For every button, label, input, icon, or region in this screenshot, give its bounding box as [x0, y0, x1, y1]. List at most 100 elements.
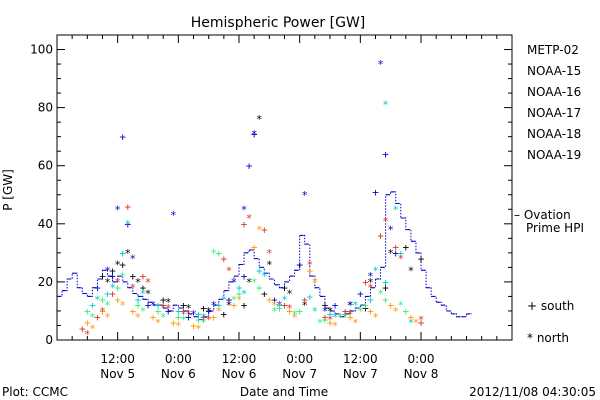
data-point-north: *	[246, 212, 253, 225]
data-point-south: +	[362, 302, 369, 315]
data-point-south: +	[342, 308, 349, 321]
data-point-south: +	[382, 293, 389, 306]
data-point-south: +	[377, 229, 384, 242]
x-tick-label-date: Nov 8	[404, 367, 439, 381]
data-point-south: +	[109, 264, 116, 277]
data-point-north: *	[104, 299, 111, 312]
data-point-south: +	[251, 241, 258, 254]
data-point-south: +	[286, 305, 293, 318]
data-point-north: *	[185, 302, 192, 315]
data-point-south: +	[215, 247, 222, 260]
y-tick-label: 80	[38, 101, 53, 115]
data-point-south: +	[99, 293, 106, 306]
data-point-south: +	[130, 270, 137, 283]
data-point-north: *	[160, 311, 167, 324]
data-point-north: *	[352, 299, 359, 312]
data-point-south: +	[79, 322, 86, 335]
data-point-south: +	[226, 293, 233, 306]
data-point-north: *	[160, 302, 167, 315]
data-point-south: +	[327, 308, 334, 321]
data-point-north: *	[347, 299, 354, 312]
chart-title: Hemispheric Power [GW]	[191, 15, 366, 31]
legend-series-entry: METP-02	[527, 43, 579, 57]
data-point-south: +	[84, 305, 91, 318]
x-tick-label-date: Nov 5	[100, 367, 135, 381]
data-point-south: +	[170, 317, 177, 330]
x-tick-label-time: 0:00	[408, 352, 435, 366]
data-point-north: *	[397, 299, 404, 312]
data-point-south: +	[296, 305, 303, 318]
data-point-north: *	[276, 299, 283, 312]
data-point-north: *	[170, 209, 177, 222]
data-point-north: *	[397, 253, 404, 266]
data-point-north: *	[377, 58, 384, 71]
data-point-south: +	[387, 299, 394, 312]
data-point-north: *	[256, 224, 263, 237]
data-point-south: +	[94, 311, 101, 324]
data-point-north: *	[114, 276, 121, 289]
data-point-south: +	[200, 302, 207, 315]
timestamp: 2012/11/08 04:30:05	[469, 385, 596, 399]
data-point-south: +	[347, 305, 354, 318]
data-point-south: +	[397, 247, 404, 260]
data-point-south: +	[392, 247, 399, 260]
data-point-south: +	[114, 293, 121, 306]
data-point-south: +	[251, 128, 258, 141]
data-point-south: +	[301, 293, 308, 306]
data-point-south: +	[135, 299, 142, 312]
data-point-south: +	[130, 305, 137, 318]
data-point-south: +	[140, 270, 147, 283]
data-point-south: +	[276, 302, 283, 315]
data-point-north: *	[413, 317, 420, 330]
data-point-north: *	[301, 189, 308, 202]
data-point-north: *	[246, 276, 253, 289]
data-point-north: *	[165, 296, 172, 309]
data-point-south: +	[119, 131, 126, 144]
data-point-south: +	[114, 282, 121, 295]
x-tick-label-date: Nov 7	[282, 367, 317, 381]
y-axis-ticks: 0 20 40 60 80 100	[30, 43, 512, 347]
data-point-south: +	[236, 288, 243, 301]
data-point-north: *	[155, 317, 162, 330]
data-point-south: +	[382, 276, 389, 289]
data-point-north: *	[387, 224, 394, 237]
data-point-south: +	[296, 258, 303, 271]
data-point-north: *	[180, 308, 187, 321]
data-point-south: +	[175, 305, 182, 318]
data-point-south: +	[140, 282, 147, 295]
data-point-south: +	[241, 218, 248, 231]
data-point-south: +	[256, 282, 263, 295]
data-point-north: *	[291, 308, 298, 321]
data-point-south: +	[403, 241, 410, 254]
legend-series-entry: NOAA-18	[527, 127, 581, 141]
data-point-north: *	[135, 276, 142, 289]
data-point-north: *	[256, 113, 263, 126]
x-tick-label-time: 0:00	[165, 352, 192, 366]
data-point-south: +	[246, 160, 253, 173]
data-point-south: +	[241, 270, 248, 283]
data-point-south: +	[327, 317, 334, 330]
x-tick-label-date: Nov 6	[161, 367, 196, 381]
data-point-south: +	[94, 282, 101, 295]
data-point-north: *	[140, 288, 147, 301]
data-point-south: +	[99, 270, 106, 283]
x-tick-label-time: 12:00	[100, 352, 135, 366]
data-point-north: *	[317, 317, 324, 330]
data-point-north: *	[231, 276, 238, 289]
data-point-north: *	[408, 317, 415, 330]
data-point-north: *	[226, 264, 233, 277]
data-point-north: *	[84, 328, 91, 341]
legend-series-entry: NOAA-16	[527, 85, 581, 99]
data-point-south: +	[119, 247, 126, 260]
data-point-south: +	[236, 282, 243, 295]
data-point-north: *	[205, 305, 212, 318]
data-point-south: +	[418, 253, 425, 266]
data-point-south: +	[190, 319, 197, 332]
data-point-south: +	[306, 290, 313, 303]
data-point-north: *	[109, 282, 116, 295]
data-point-north: *	[367, 270, 374, 283]
x-tick-label-time: 0:00	[286, 352, 313, 366]
data-point-north: *	[327, 305, 334, 318]
